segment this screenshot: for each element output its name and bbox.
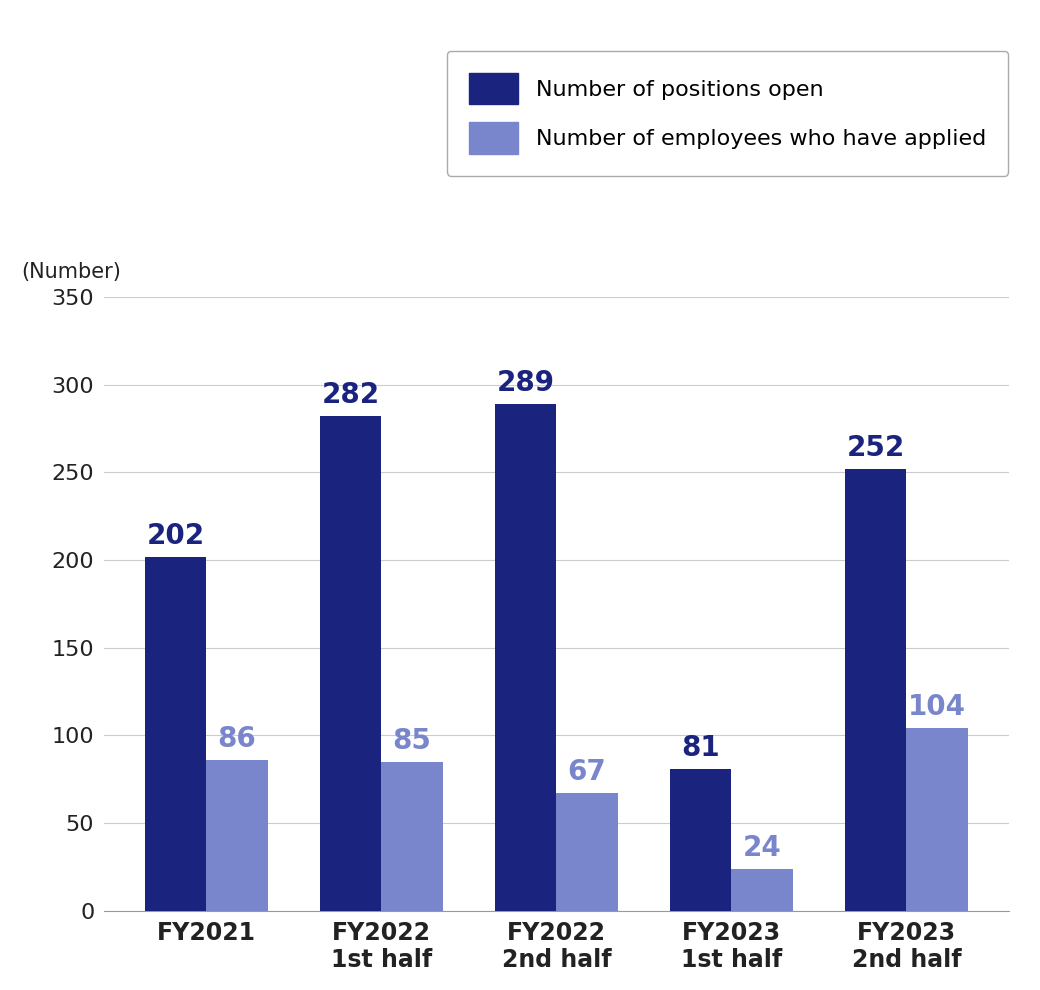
Bar [731, 868, 792, 911]
Bar [907, 729, 967, 911]
Bar [846, 469, 907, 911]
Text: (Number): (Number) [21, 262, 121, 282]
Bar [556, 793, 618, 911]
Text: 104: 104 [908, 693, 966, 722]
Text: 85: 85 [392, 727, 432, 754]
Text: 86: 86 [217, 725, 257, 753]
Text: 24: 24 [743, 834, 781, 861]
Bar [495, 404, 556, 911]
Text: 252: 252 [847, 434, 905, 462]
Text: 202: 202 [147, 522, 205, 549]
Bar [206, 760, 267, 911]
Bar [146, 556, 206, 911]
Legend: Number of positions open, Number of employees who have applied: Number of positions open, Number of empl… [447, 50, 1008, 176]
Bar [320, 416, 382, 911]
Text: 67: 67 [568, 758, 606, 786]
Bar [670, 769, 731, 911]
Text: 282: 282 [321, 381, 380, 409]
Bar [382, 761, 443, 911]
Text: 289: 289 [497, 369, 554, 397]
Text: 81: 81 [681, 734, 720, 761]
